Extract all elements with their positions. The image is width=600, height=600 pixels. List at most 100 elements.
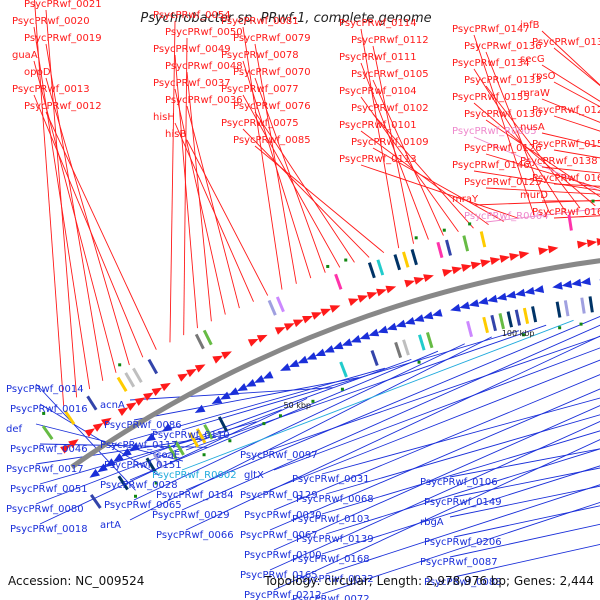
- feature-box: [418, 334, 426, 351]
- feature-box: [563, 300, 570, 317]
- reverse-gene-arrow: [211, 395, 223, 405]
- forward-gene-arrow: [547, 245, 559, 254]
- feature-box: [188, 432, 200, 448]
- gene-labels: PsycPRwf_0022PsycPRwf_0021PsycPRwf_0020P…: [6, 0, 600, 600]
- gene-label: PsycPRwf_0054: [153, 10, 231, 21]
- gene-label: PsycPRwf_0051: [10, 484, 88, 495]
- feature-box: [580, 297, 586, 314]
- gene-label: PsycPRwf_0126: [464, 143, 542, 154]
- reverse-gene-arrow: [487, 294, 498, 303]
- forward-gene-arrow: [221, 351, 232, 360]
- forward-gene-arrow: [470, 261, 482, 270]
- gene-label: PsycPRwf_0017: [6, 464, 84, 475]
- reverse-gene-arrow: [245, 379, 257, 387]
- leader-line: [133, 377, 359, 421]
- gene-label: PsycPRwf_0048: [165, 61, 243, 72]
- gene-label: PsycPRwf_0113: [339, 154, 417, 165]
- gene-label: PsycPRwf_0079: [233, 33, 311, 44]
- gene-label: PsycPRwf_0065: [104, 500, 182, 511]
- gene-label: PsycPRwf_0087: [420, 557, 498, 568]
- leader-line: [473, 68, 566, 211]
- gene-label: PsycPRwf_0110: [152, 430, 230, 441]
- gc-marker: [202, 453, 206, 457]
- forward-gene-arrow: [274, 327, 286, 335]
- leader-line: [45, 43, 104, 381]
- forward-gene-arrow: [442, 269, 453, 277]
- feature-box: [202, 329, 213, 346]
- gene-label: PsycPRwf_0020: [12, 16, 90, 27]
- reverse-gene-arrow: [422, 311, 434, 320]
- feature-box: [466, 320, 474, 338]
- leader-line: [269, 359, 600, 491]
- leader-line: [33, 26, 91, 390]
- leader-line: [273, 439, 600, 591]
- gene-label: PsycPRwf_0128: [532, 105, 600, 116]
- forward-gene-arrow: [134, 397, 146, 406]
- gene-label: PsycPRwf_0088: [424, 577, 502, 588]
- gc-marker: [340, 387, 344, 391]
- leader-line: [372, 147, 504, 222]
- feature-box: [531, 306, 538, 323]
- gc-marker: [262, 422, 266, 426]
- reverse-gene-arrow: [228, 387, 240, 396]
- forward-gene-arrow: [461, 264, 472, 272]
- gene-label: PsycPRwf_0130: [464, 109, 542, 120]
- leader-line: [269, 421, 600, 571]
- gc-marker: [417, 360, 421, 364]
- reverse-gene-arrow: [194, 404, 206, 414]
- reverse-gene-arrow: [533, 285, 545, 293]
- leader-line: [473, 136, 600, 192]
- feature-box: [147, 358, 159, 375]
- reverse-gene-arrow: [395, 319, 407, 328]
- leader-line: [269, 335, 600, 451]
- gene-label: PsycPRwf_0072: [292, 594, 370, 600]
- gene-label: PsycPRwf_0106: [420, 477, 498, 488]
- feature-box: [116, 376, 128, 392]
- leader-line: [185, 324, 547, 451]
- gene-label: PsycPRwf_R0005: [452, 126, 537, 137]
- leader-line: [33, 60, 117, 373]
- forward-gene-arrow: [177, 373, 189, 382]
- gene-label: PsycPRwf_0129: [240, 490, 318, 501]
- leader-line: [186, 105, 240, 309]
- accession-text: Accession: NC_009524: [8, 574, 144, 588]
- reverse-gene-arrow: [280, 363, 291, 371]
- leader-line: [473, 102, 596, 207]
- feature-box: [267, 299, 277, 316]
- gc-marker: [521, 333, 525, 337]
- gene-label: PsycPRwf_0085: [233, 135, 311, 146]
- gene-label: nusA: [520, 122, 545, 133]
- leader-line: [273, 405, 600, 551]
- leader-line: [181, 324, 600, 511]
- forward-gene-arrow: [186, 368, 197, 378]
- feature-box: [370, 349, 379, 367]
- leader-line: [273, 374, 600, 511]
- gene-label: PsycPRwf_0029: [152, 510, 230, 521]
- forward-gene-arrow: [68, 439, 79, 449]
- gc-marker: [42, 411, 46, 415]
- gene-label: PsycPRwf_0097: [240, 450, 318, 461]
- gc-marker: [344, 258, 348, 262]
- gc-marker: [558, 326, 562, 330]
- forward-gene-arrow: [283, 323, 295, 331]
- leader-line: [449, 448, 600, 478]
- gene-label: secG: [520, 54, 545, 65]
- gene-label: PsycPRwf_0147: [452, 24, 530, 35]
- leader-line: [129, 367, 386, 441]
- reverse-gene-arrow: [580, 277, 591, 286]
- forward-gene-arrow: [348, 298, 359, 306]
- gene-label: PsycPRwf_0036: [165, 95, 243, 106]
- forward-gene-arrow: [499, 255, 511, 263]
- forward-gene-arrow: [586, 239, 598, 248]
- reverse-gene-arrow: [297, 355, 309, 364]
- leader-line: [453, 467, 600, 498]
- gene-label: PsycPRwf_0133: [464, 75, 542, 86]
- forward-gene-arrow: [480, 259, 491, 268]
- gene-label: PsycPRwf_0086: [104, 420, 182, 431]
- leader-line: [242, 128, 370, 258]
- gene-label: PsycPRwf_0138: [520, 156, 598, 167]
- gene-label: rbgA: [420, 517, 444, 528]
- leader-line: [485, 85, 581, 209]
- feature-box: [567, 214, 573, 231]
